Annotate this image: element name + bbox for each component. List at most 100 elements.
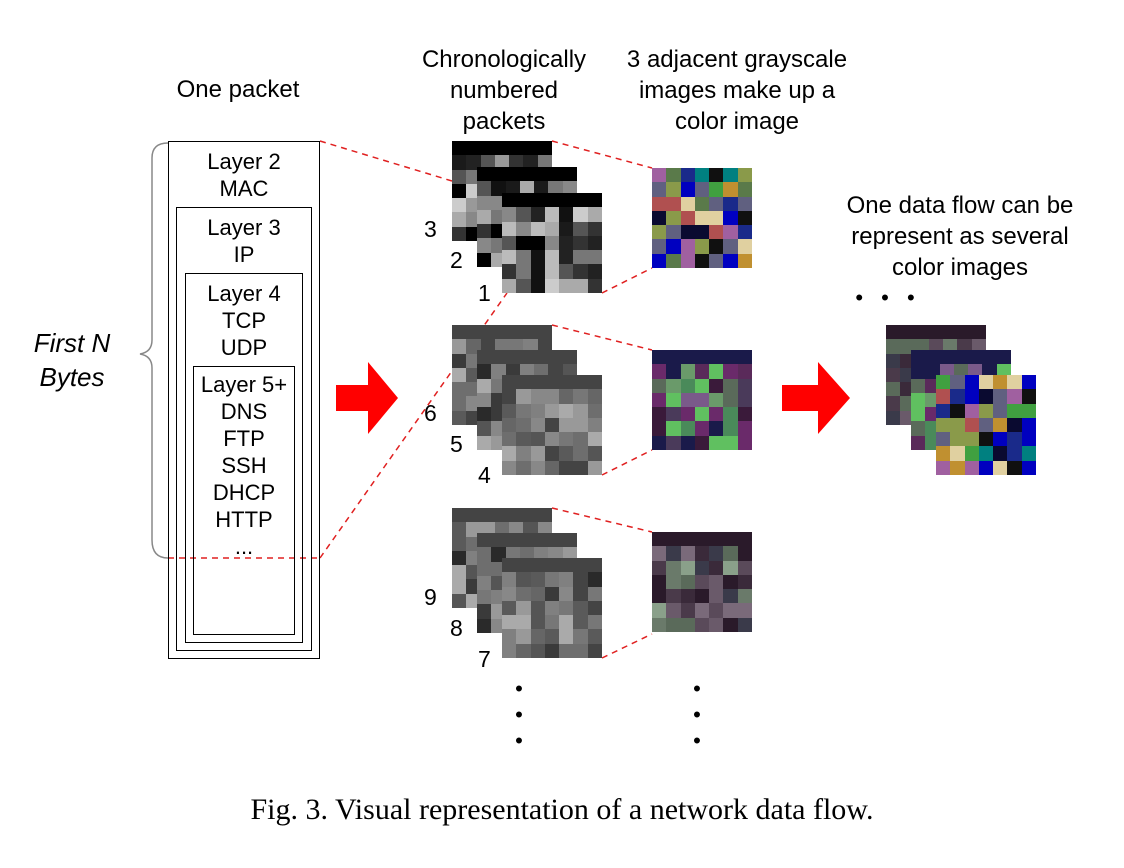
pixel-cell [936,389,951,404]
pixel-cell [925,421,940,436]
pixel-cell [491,618,506,633]
pixel-cell [978,375,994,390]
pixel-cell [709,421,724,436]
pixel-cell [505,364,520,379]
pixel-cell [494,141,510,156]
pixel-cell [587,221,602,236]
pixel-cell [530,250,545,265]
pixel-cell [1007,432,1022,447]
pixel-cell [530,375,545,390]
pixel-cell [709,574,724,590]
pixel-cell [666,560,681,575]
pixel-cell [544,278,560,293]
pixel-cell [466,353,481,368]
connector-line [601,633,653,659]
pixel-cell [516,235,531,251]
pixel-cell [502,264,517,279]
pixel-cell [666,603,681,618]
pixel-cell [523,325,538,340]
pixel-cell [587,264,602,279]
pixel-cell [562,533,577,548]
pixel-cell [694,421,710,436]
pixel-cell [652,196,667,211]
pixel-cell [1021,446,1036,461]
pixel-cell [519,364,535,379]
vertical-ellipsis: • • • [693,676,701,753]
pixel-cell [573,207,588,222]
pixel-cell [666,225,681,240]
pixel-cell [709,253,724,268]
pixel-cell [477,547,492,562]
pixel-cell [694,546,710,561]
pixel-cell [559,572,574,587]
pixel-cell [491,252,506,267]
pixel-cell [694,574,710,590]
pixel-cell [694,239,710,254]
pixel-cell [652,239,667,254]
pixel-cell [516,572,531,587]
pixel-cell [559,629,574,644]
grayscale-packet-1 [502,193,602,293]
pixel-cell [950,417,965,433]
pixel-cell [723,350,738,365]
pixel-cell [530,221,545,236]
pixel-cell [587,558,602,573]
pixel-cell [680,603,695,618]
pixel-cell [548,350,563,365]
pixel-cell [900,410,915,425]
pixel-cell [709,435,724,450]
pixel-cell [886,382,901,397]
layer3-text: Layer 3 IP [207,215,281,267]
pixel-cell [516,629,531,644]
pixel-cell [573,643,588,658]
chronological-label: Chronologically numbered packets [421,46,587,135]
pixel-cell [666,392,681,408]
pixel-cell [680,210,695,226]
pixel-cell [709,350,724,365]
pixel-cell [723,364,738,379]
pixel-cell [936,403,951,418]
pixel-cell [936,417,951,433]
pixel-cell [737,407,752,422]
pixel-cell [502,278,517,293]
pixel-cell [694,589,710,604]
pixel-cell [723,392,738,408]
pixel-cell [516,586,531,601]
pixel-cell [737,378,752,393]
pixel-cell [964,417,979,433]
pixel-cell [737,350,752,365]
pixel-cell [709,532,724,547]
pixel-cell [993,460,1008,475]
pixel-cell [530,417,545,433]
pixel-cell [477,252,492,267]
pixel-cell [491,547,506,562]
pixel-cell [709,196,724,211]
pixel-cell [943,339,958,354]
pixel-cell [530,572,545,587]
pixel-cell [452,522,467,537]
pixel-cell [477,590,492,605]
pixel-cell [491,435,506,450]
pixel-cell [477,575,492,591]
pixel-cell [573,221,588,236]
pixel-cell [900,339,915,354]
pixel-cell [968,364,983,379]
pixel-cell [666,210,681,226]
pixel-cell [652,210,667,226]
pixel-cell [523,339,538,354]
pixel-cell [516,221,531,236]
pixel-cell [939,364,954,379]
pixel-cell [544,572,560,587]
pixel-cell [587,278,602,293]
pixel-cell [953,364,969,379]
pixel-cell [709,407,724,422]
layer5-box: Layer 5+ DNS FTP SSH DHCP HTTP ... [193,366,295,635]
pixel-cell [993,375,1008,390]
color-image-3 [652,532,752,632]
packet-number: 5 [450,431,463,457]
pixel-cell [509,155,524,170]
pixel-cell [544,417,560,433]
pixel-cell [666,589,681,604]
pixel-cell [723,378,738,393]
pixel-cell [452,579,467,594]
